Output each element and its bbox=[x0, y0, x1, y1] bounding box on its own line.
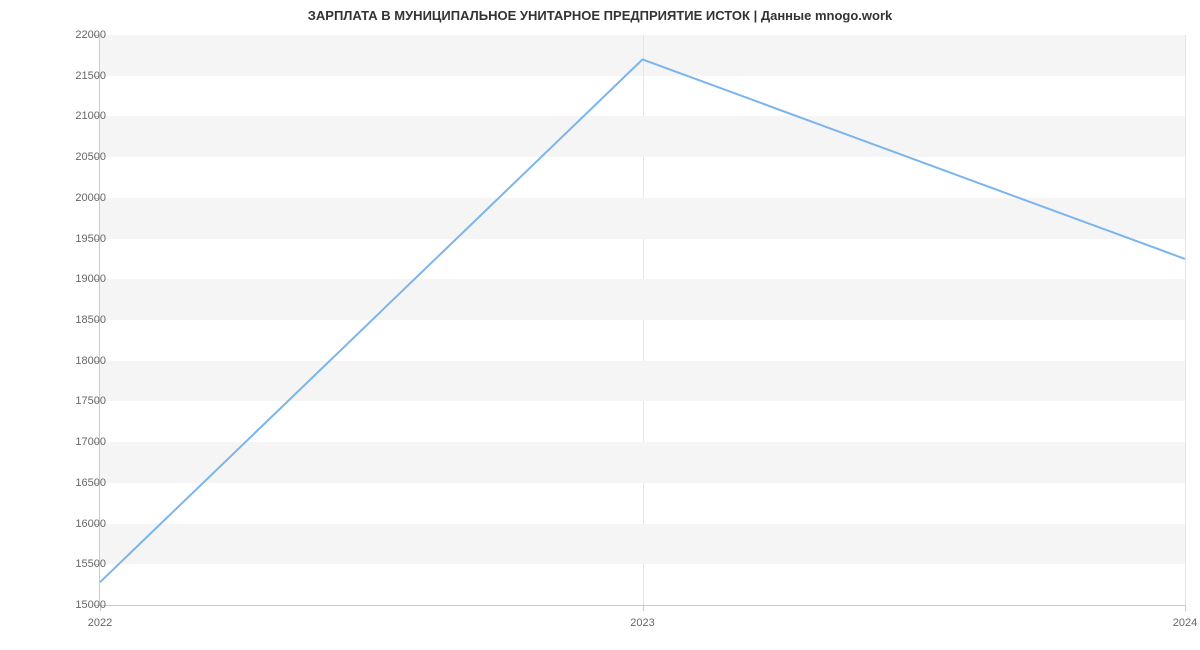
data-line bbox=[100, 35, 1185, 605]
x-grid-line bbox=[1185, 35, 1186, 605]
series-line bbox=[100, 59, 1185, 582]
y-tick-label: 20000 bbox=[75, 192, 106, 204]
y-tick-label: 20500 bbox=[75, 151, 106, 163]
y-tick-label: 19000 bbox=[75, 273, 106, 285]
x-tick-label: 2023 bbox=[630, 617, 654, 629]
y-tick-label: 21500 bbox=[75, 70, 106, 82]
y-tick-label: 22000 bbox=[75, 29, 106, 41]
y-tick-label: 15000 bbox=[75, 599, 106, 611]
y-tick-label: 19500 bbox=[75, 233, 106, 245]
y-tick-label: 15500 bbox=[75, 558, 106, 570]
y-tick-label: 17000 bbox=[75, 436, 106, 448]
salary-chart: ЗАРПЛАТА В МУНИЦИПАЛЬНОЕ УНИТАРНОЕ ПРЕДП… bbox=[0, 0, 1200, 650]
plot-area: 202220232024 bbox=[100, 35, 1185, 605]
x-tick-label: 2022 bbox=[88, 617, 112, 629]
y-tick-label: 16000 bbox=[75, 518, 106, 530]
y-tick-label: 16500 bbox=[75, 477, 106, 489]
y-tick-label: 17500 bbox=[75, 395, 106, 407]
x-tick-label: 2024 bbox=[1173, 617, 1197, 629]
y-tick-label: 21000 bbox=[75, 110, 106, 122]
y-tick-label: 18000 bbox=[75, 355, 106, 367]
chart-title: ЗАРПЛАТА В МУНИЦИПАЛЬНОЕ УНИТАРНОЕ ПРЕДП… bbox=[0, 8, 1200, 23]
y-tick-label: 18500 bbox=[75, 314, 106, 326]
x-tick bbox=[1185, 605, 1186, 611]
x-tick bbox=[643, 605, 644, 611]
